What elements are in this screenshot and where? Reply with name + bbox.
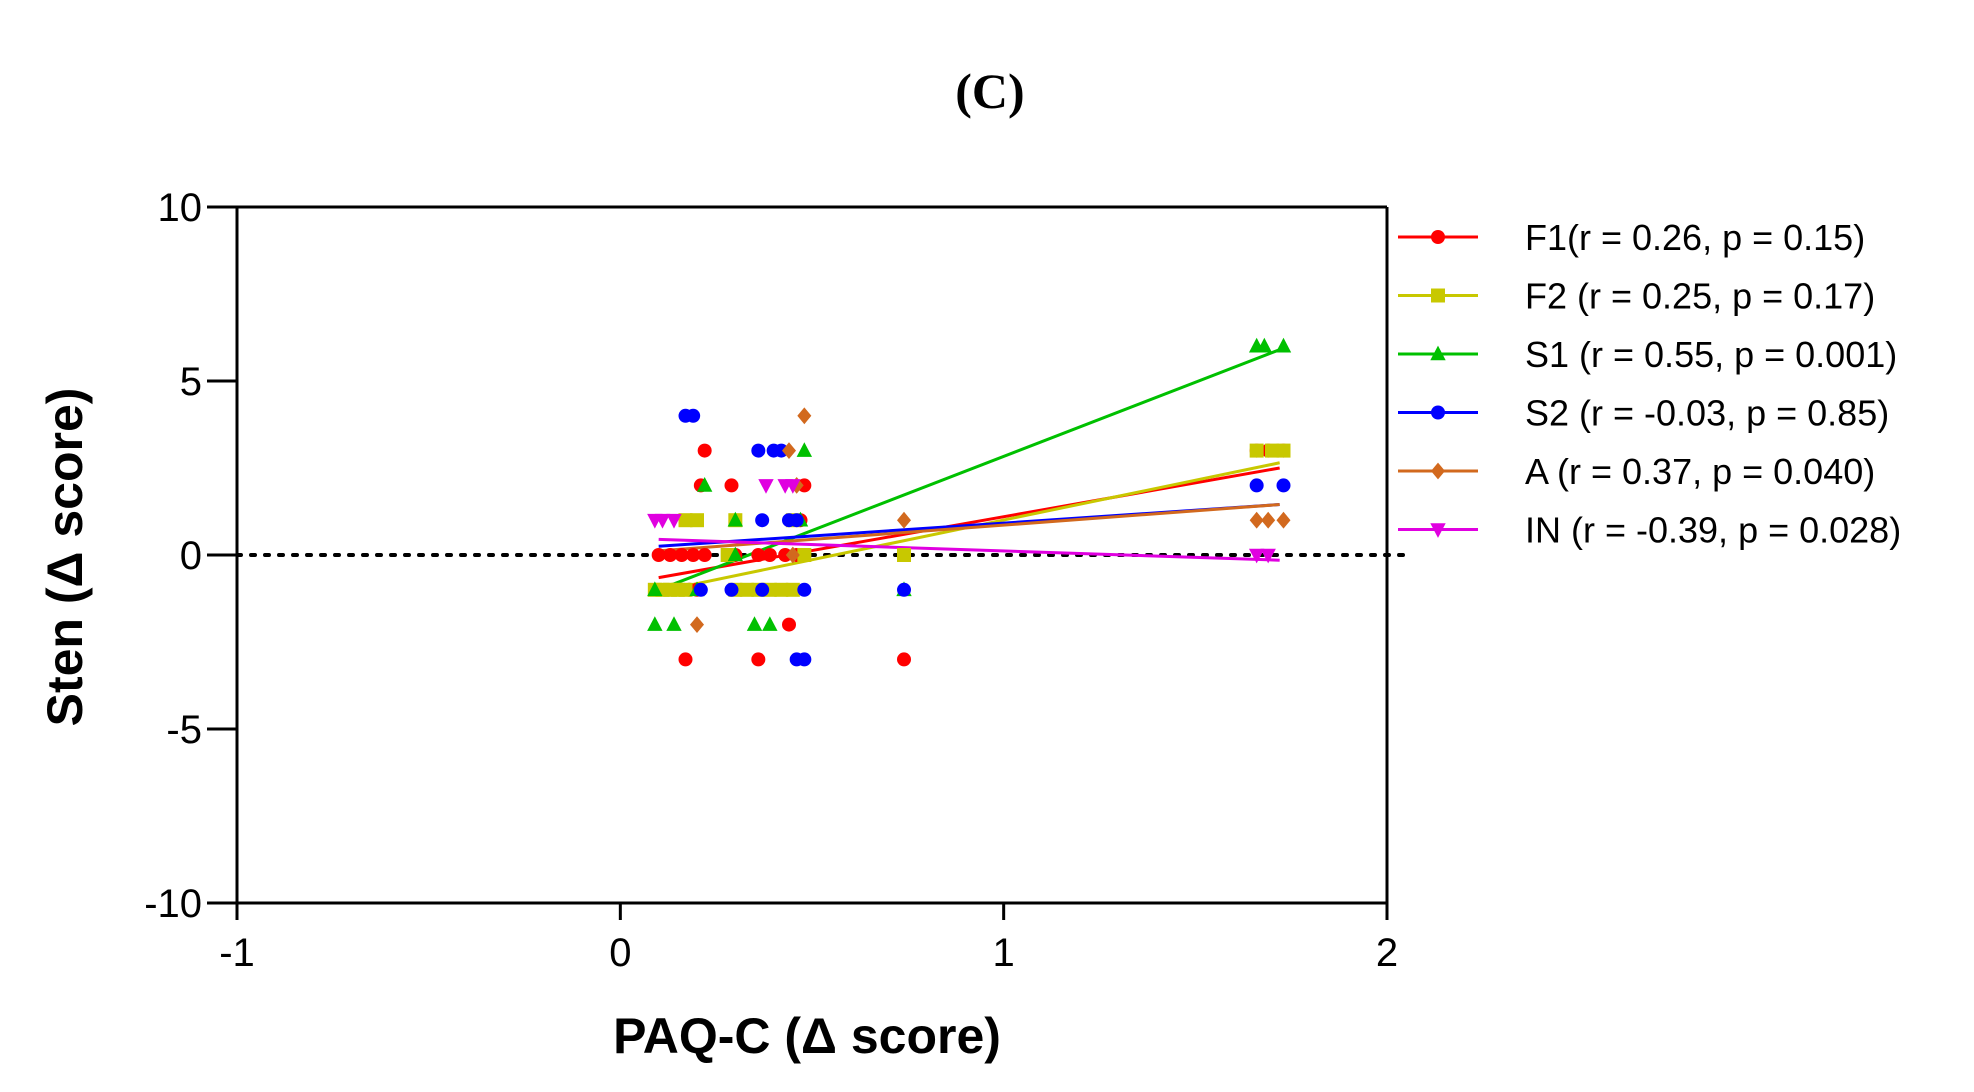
- data-point-s2: [693, 582, 708, 597]
- data-point-s1: [1275, 337, 1292, 353]
- x-tick-label: 1: [993, 931, 1015, 975]
- data-point-s2: [897, 582, 911, 597]
- data-point-f1: [686, 548, 701, 562]
- y-tick-label: 10: [158, 186, 203, 230]
- data-point-s2: [1249, 478, 1264, 493]
- legend-label-s2: S2 (r = -0.03, p = 0.85): [1525, 393, 1889, 434]
- data-point-f1: [751, 548, 766, 562]
- fit-line-in: [658, 537, 1280, 562]
- data-point-s2: [724, 582, 739, 597]
- x-tick-label: 0: [609, 931, 631, 975]
- data-point-a: [1249, 511, 1264, 529]
- data-point-s2: [755, 513, 770, 528]
- data-point-in: [1248, 548, 1265, 564]
- x-axis-title: PAQ-C (Δ score): [613, 1008, 1001, 1064]
- data-point-s2: [751, 443, 766, 458]
- data-point-in: [1260, 548, 1276, 564]
- data-point-f1: [782, 617, 796, 632]
- data-point-s1: [647, 616, 663, 631]
- data-point-f2: [1249, 443, 1264, 458]
- data-point-a: [690, 616, 704, 633]
- y-tick-label: -5: [166, 708, 202, 752]
- data-point-f1: [778, 548, 793, 562]
- x-tick-label: -1: [219, 931, 255, 975]
- legend-label-f2: F2 (r = 0.25, p = 0.17): [1525, 276, 1875, 317]
- data-point-s2: [797, 652, 812, 667]
- data-point-s1: [647, 581, 663, 597]
- data-point-f1: [663, 548, 678, 562]
- data-point-a: [897, 511, 911, 529]
- data-point-f2: [1265, 443, 1279, 458]
- panel-label: (C): [955, 63, 1024, 119]
- data-point-f2: [797, 548, 812, 562]
- data-points-layer: [647, 337, 1292, 667]
- legend-marker-a: [1431, 462, 1445, 480]
- y-axis-title: Sten (Δ score): [37, 388, 93, 727]
- y-tick-label: 0: [180, 534, 202, 578]
- data-point-s2: [789, 513, 804, 528]
- data-point-f1: [651, 548, 666, 562]
- data-point-f2: [678, 513, 693, 528]
- y-tick-label: 5: [180, 360, 202, 404]
- legend-label-f1: F1(r = 0.26, p = 0.15): [1525, 217, 1865, 258]
- data-point-s2: [1276, 478, 1291, 493]
- data-point-f2: [690, 513, 704, 528]
- legend-label-in: IN (r = -0.39, p = 0.028): [1525, 510, 1901, 551]
- data-point-a: [1261, 511, 1276, 529]
- legend-label-s1: S1 (r = 0.55, p = 0.001): [1525, 334, 1897, 375]
- data-point-f2: [678, 582, 693, 597]
- data-point-f2: [1276, 443, 1291, 458]
- legend-marker-f1: [1431, 230, 1445, 244]
- data-point-a: [785, 546, 800, 564]
- fit-line-f1: [658, 466, 1280, 580]
- data-point-f2: [897, 548, 911, 562]
- data-point-f1: [678, 652, 693, 667]
- legend-marker-s1: [1430, 345, 1446, 361]
- data-point-f1: [762, 548, 777, 562]
- data-point-f1: [724, 478, 739, 493]
- data-point-s1: [696, 477, 713, 492]
- data-point-in: [666, 513, 682, 529]
- data-point-a: [797, 407, 812, 425]
- data-point-s1: [727, 511, 744, 527]
- data-point-s1: [746, 616, 763, 631]
- data-point-s1: [796, 442, 813, 457]
- x-tick-label: 2: [1376, 931, 1398, 975]
- data-point-f2: [739, 582, 754, 597]
- data-point-s2: [755, 582, 770, 597]
- legend-marker-in: [1430, 523, 1446, 538]
- legend: F1(r = 0.26, p = 0.15) F2 (r = 0.25, p = …: [1398, 217, 1901, 551]
- data-point-f1: [797, 478, 812, 493]
- data-point-in: [654, 513, 671, 529]
- data-point-a: [1276, 511, 1291, 529]
- data-point-in: [758, 479, 774, 494]
- data-point-f1: [674, 548, 689, 562]
- y-tick-label: -10: [144, 882, 202, 926]
- legend-marker-s2: [1431, 405, 1445, 420]
- data-point-f1: [751, 652, 766, 667]
- legend-marker-f2: [1431, 288, 1445, 303]
- data-point-in: [785, 479, 801, 494]
- data-point-s1: [1256, 337, 1273, 353]
- data-point-s2: [774, 443, 789, 458]
- data-point-f1: [897, 652, 911, 667]
- data-point-f1: [697, 443, 712, 458]
- legend-label-a: A (r = 0.37, p = 0.040): [1525, 451, 1875, 492]
- data-point-s2: [686, 408, 701, 423]
- data-point-a: [782, 442, 796, 459]
- data-point-s1: [727, 546, 744, 562]
- data-point-s1: [762, 616, 778, 631]
- data-point-f2: [785, 582, 800, 597]
- data-point-f1: [697, 548, 712, 562]
- data-point-f2: [774, 582, 789, 597]
- data-point-s1: [666, 616, 682, 631]
- data-point-s2: [797, 582, 812, 597]
